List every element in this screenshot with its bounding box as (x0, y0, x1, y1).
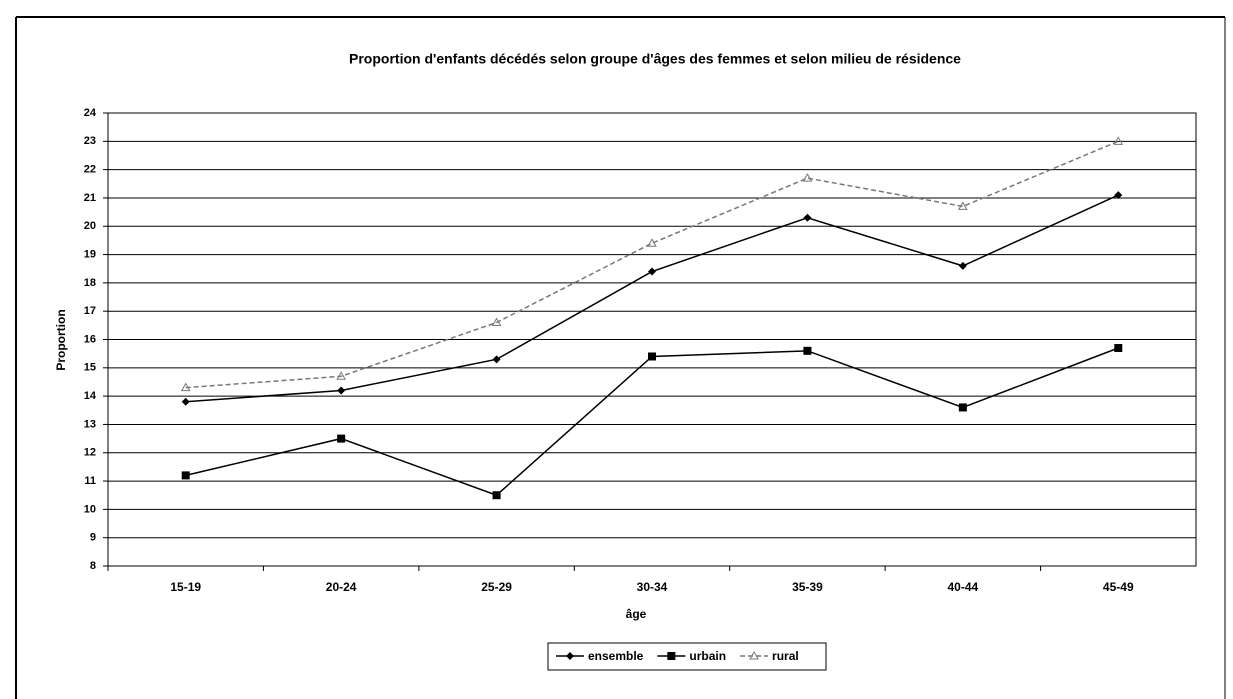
y-tick-label: 19 (84, 248, 96, 260)
y-tick-label: 18 (84, 277, 96, 289)
x-axis-label: âge (626, 607, 647, 621)
data-point (336, 371, 347, 380)
y-tick-label: 13 (84, 418, 96, 430)
x-tick-label: 40-44 (948, 580, 979, 594)
data-point (337, 434, 346, 443)
data-point (337, 386, 346, 395)
legend-marker (667, 652, 676, 660)
data-point (492, 355, 501, 364)
legend-marker (566, 652, 574, 660)
data-point (957, 201, 968, 210)
y-tick-label: 22 (84, 164, 96, 176)
data-point (181, 397, 190, 406)
data-point (958, 261, 967, 270)
y-tick-label: 8 (90, 560, 96, 572)
data-point (958, 403, 967, 412)
x-tick-label: 30-34 (637, 580, 668, 594)
y-tick-label: 21 (84, 192, 96, 204)
chart-title: Proportion d'enfants décédés selon group… (349, 51, 961, 67)
series-line (185, 347, 1119, 497)
data-point (181, 471, 190, 480)
data-point (1113, 136, 1124, 145)
y-tick-label: 14 (84, 390, 97, 402)
legend-box (547, 642, 827, 671)
y-tick-label: 11 (84, 475, 96, 487)
data-point (648, 352, 656, 361)
data-point (802, 173, 813, 182)
data-point (180, 382, 191, 392)
data-point (1114, 343, 1123, 352)
data-point (491, 317, 502, 327)
y-tick-label: 10 (84, 503, 96, 515)
x-tick-label: 25-29 (481, 580, 512, 594)
y-tick-label: 15 (84, 362, 96, 374)
y-tick-label: 9 (90, 532, 96, 544)
x-tick-label: 15-19 (170, 580, 201, 594)
legend-label: urbain (689, 649, 726, 663)
series-line (185, 140, 1119, 389)
x-tick-label: 35-39 (792, 580, 823, 594)
y-tick-label: 12 (84, 447, 96, 459)
legend-label: ensemble (588, 649, 644, 663)
data-point (647, 238, 657, 247)
y-tick-label: 23 (84, 135, 96, 147)
data-point (803, 346, 812, 355)
legend-marker (749, 650, 759, 660)
data-point (492, 491, 501, 500)
y-tick-label: 17 (84, 305, 96, 317)
y-tick-label: 20 (84, 220, 96, 232)
data-point (803, 213, 812, 222)
y-axis-label: Proportion (54, 309, 68, 370)
x-tick-label: 45-49 (1103, 580, 1134, 594)
data-point (648, 267, 656, 276)
data-point (1114, 191, 1123, 200)
y-tick-label: 24 (84, 107, 97, 119)
x-tick-label: 20-24 (326, 580, 357, 594)
legend-label: rural (772, 649, 799, 663)
y-tick-label: 16 (84, 333, 96, 345)
